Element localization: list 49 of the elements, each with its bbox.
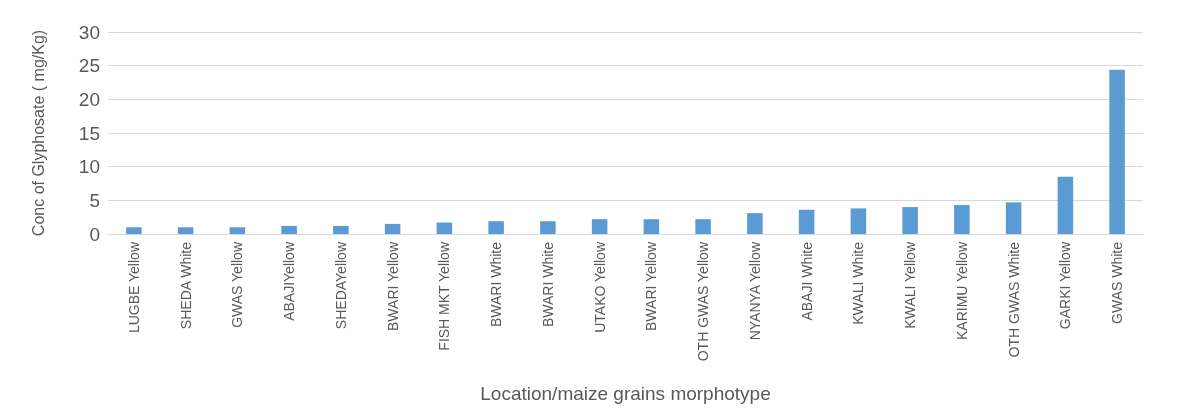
bar bbox=[643, 219, 660, 234]
x-axis-title: Location/maize grains morphotype bbox=[480, 383, 771, 404]
x-tick-label: BWARI White bbox=[488, 241, 505, 328]
x-tick-label: UTAKO Yellow bbox=[591, 241, 608, 333]
bar bbox=[850, 208, 867, 234]
bar bbox=[488, 221, 504, 234]
y-tick-label: 20 bbox=[78, 88, 100, 110]
x-tick-label: SHEDAYellow bbox=[332, 241, 349, 330]
y-tick-label: 0 bbox=[89, 223, 100, 245]
x-tick-label: NYANYA Yellow bbox=[746, 241, 763, 341]
bar bbox=[229, 227, 246, 234]
x-tick-label: SHEDA White bbox=[177, 241, 194, 330]
bar bbox=[177, 227, 194, 234]
x-tick-label: ABAJI White bbox=[798, 241, 815, 321]
bar bbox=[333, 225, 349, 234]
x-tick-label: KWALI White bbox=[850, 241, 867, 325]
y-tick-label: 5 bbox=[89, 189, 100, 211]
bar bbox=[436, 222, 453, 234]
bar bbox=[540, 221, 556, 234]
bar bbox=[1109, 69, 1125, 234]
x-tick-label: FISH MKT Yellow bbox=[436, 241, 453, 351]
x-tick-label: GWAS Yellow bbox=[229, 241, 246, 328]
x-tick-label: LUGBE Yellow bbox=[125, 241, 142, 334]
bar bbox=[591, 219, 608, 234]
bar bbox=[1057, 176, 1074, 234]
y-tick-label: 30 bbox=[78, 21, 100, 43]
y-tick-label: 15 bbox=[78, 122, 100, 144]
x-tick-label: OTH GWAS White bbox=[1005, 241, 1022, 358]
bar bbox=[384, 223, 401, 234]
bar bbox=[695, 219, 711, 234]
bar bbox=[126, 227, 142, 234]
x-tick-label: BWARI Yellow bbox=[384, 241, 401, 331]
x-tick-label: GARKI Yellow bbox=[1057, 241, 1074, 330]
x-tick-label: KWALI Yellow bbox=[902, 241, 919, 329]
x-tick-label: BWARI Yellow bbox=[643, 241, 660, 331]
y-tick-label: 25 bbox=[78, 55, 100, 77]
bar bbox=[747, 213, 763, 234]
bar bbox=[902, 207, 918, 234]
y-tick-label: 10 bbox=[78, 156, 100, 178]
bar bbox=[1005, 202, 1022, 234]
bar bbox=[954, 205, 970, 234]
bar bbox=[281, 225, 297, 234]
x-tick-label: KARIMU Yellow bbox=[953, 241, 970, 341]
x-tick-label: GWAS White bbox=[1109, 241, 1126, 324]
x-tick-label: OTH GWAS Yellow bbox=[695, 241, 712, 362]
y-axis-title: Conc of Glyphosate ( mg/Kg) bbox=[29, 29, 47, 237]
x-tick-label: BWARI White bbox=[539, 241, 556, 328]
x-tick-label: ABAJIYellow bbox=[281, 241, 298, 321]
bar bbox=[798, 209, 815, 234]
